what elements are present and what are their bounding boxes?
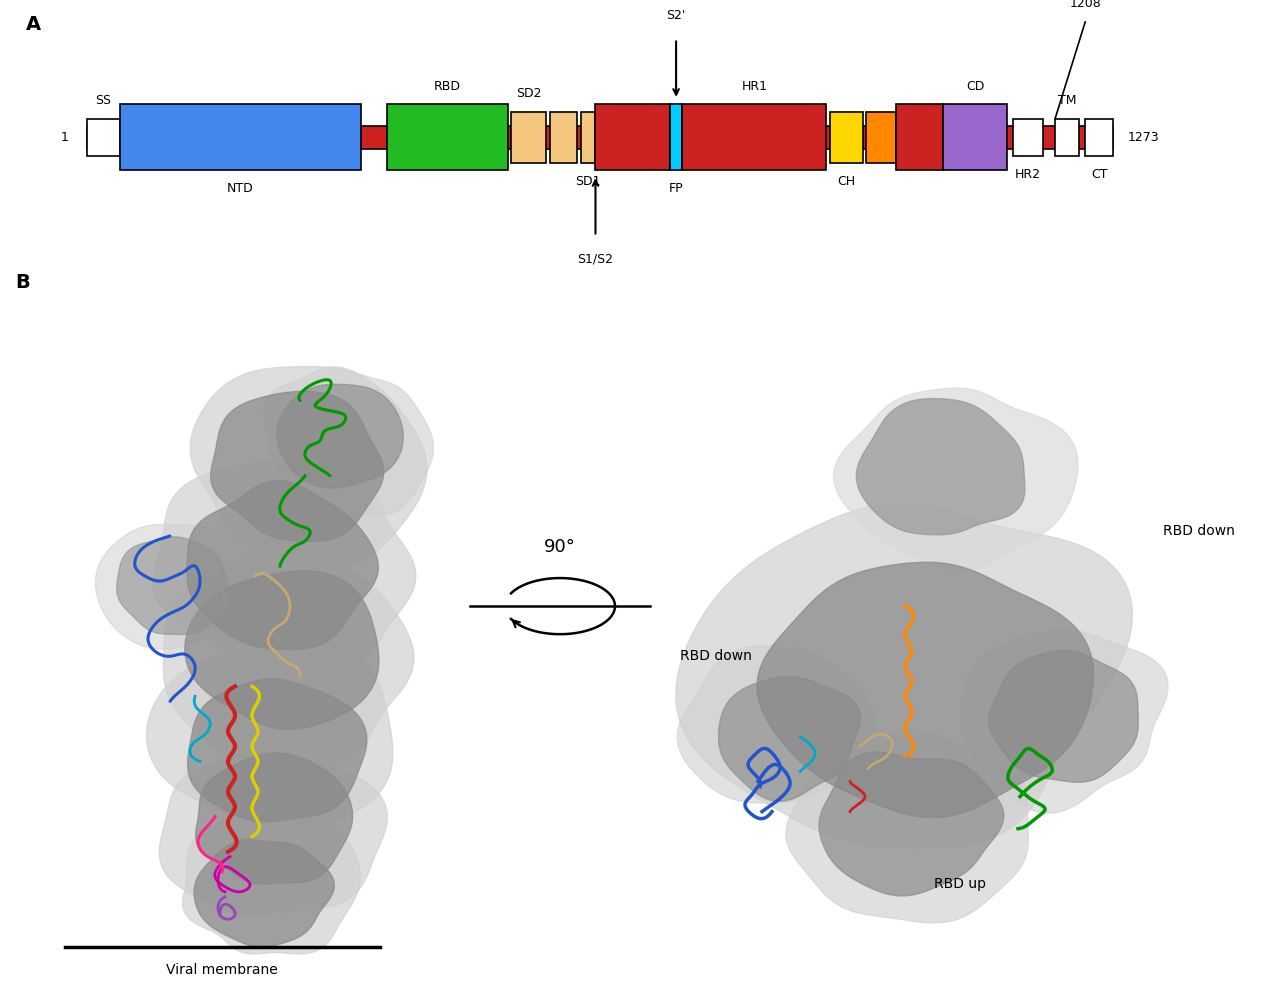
Text: HR2: HR2 [1015, 168, 1041, 181]
Bar [120, 104, 361, 171]
Text: 1273: 1273 [1128, 131, 1158, 144]
Text: TM: TM [1057, 94, 1076, 107]
Bar [1085, 119, 1112, 156]
Bar [671, 104, 682, 171]
Text: SD1: SD1 [576, 175, 602, 189]
Text: S2': S2' [667, 9, 686, 22]
Polygon shape [191, 366, 428, 570]
Bar [1055, 119, 1079, 156]
Polygon shape [756, 563, 1093, 818]
Polygon shape [677, 646, 878, 803]
Polygon shape [147, 639, 393, 833]
Text: SD2: SD2 [516, 86, 541, 100]
Text: CD: CD [966, 80, 984, 92]
Bar [867, 112, 896, 163]
Text: HR1: HR1 [741, 80, 767, 92]
Polygon shape [961, 629, 1169, 813]
Polygon shape [184, 571, 379, 730]
Polygon shape [159, 751, 388, 915]
Text: B: B [15, 273, 29, 293]
Polygon shape [116, 537, 230, 634]
Bar [581, 112, 595, 163]
Text: CT: CT [1091, 168, 1107, 181]
Text: NTD: NTD [227, 183, 253, 195]
Bar [87, 126, 1112, 149]
Polygon shape [988, 650, 1138, 783]
Text: RBD: RBD [434, 80, 461, 92]
Text: RBD down: RBD down [1164, 524, 1235, 538]
Polygon shape [718, 677, 860, 801]
Bar [831, 112, 863, 163]
Polygon shape [183, 803, 361, 954]
Bar [943, 104, 1007, 171]
Text: 1208: 1208 [1069, 0, 1101, 10]
Bar [682, 104, 827, 171]
Polygon shape [833, 388, 1078, 572]
Text: RBD up: RBD up [934, 877, 986, 891]
Bar [595, 104, 671, 171]
Polygon shape [819, 752, 1004, 896]
Bar [388, 104, 508, 171]
Bar [896, 104, 943, 171]
Polygon shape [164, 537, 413, 773]
Polygon shape [152, 459, 416, 676]
Polygon shape [188, 679, 367, 822]
Polygon shape [676, 503, 1133, 848]
Text: FP: FP [668, 183, 684, 195]
Text: RBD down: RBD down [680, 649, 751, 663]
Bar [1012, 119, 1043, 156]
Polygon shape [264, 366, 434, 516]
Polygon shape [786, 731, 1028, 923]
Text: SS: SS [96, 94, 111, 107]
Text: Viral membrane: Viral membrane [166, 963, 278, 977]
Polygon shape [211, 392, 384, 541]
Text: 90°: 90° [544, 538, 576, 556]
Bar [549, 112, 577, 163]
Polygon shape [96, 524, 255, 649]
Text: A: A [27, 15, 41, 34]
Polygon shape [195, 840, 334, 947]
Text: S1/S2: S1/S2 [577, 253, 613, 266]
Text: CH: CH [837, 175, 855, 189]
Polygon shape [856, 399, 1025, 535]
Bar [511, 112, 547, 163]
Text: 1: 1 [60, 131, 68, 144]
Polygon shape [196, 753, 352, 884]
Polygon shape [187, 480, 379, 649]
Polygon shape [276, 384, 403, 488]
Bar [87, 119, 120, 156]
